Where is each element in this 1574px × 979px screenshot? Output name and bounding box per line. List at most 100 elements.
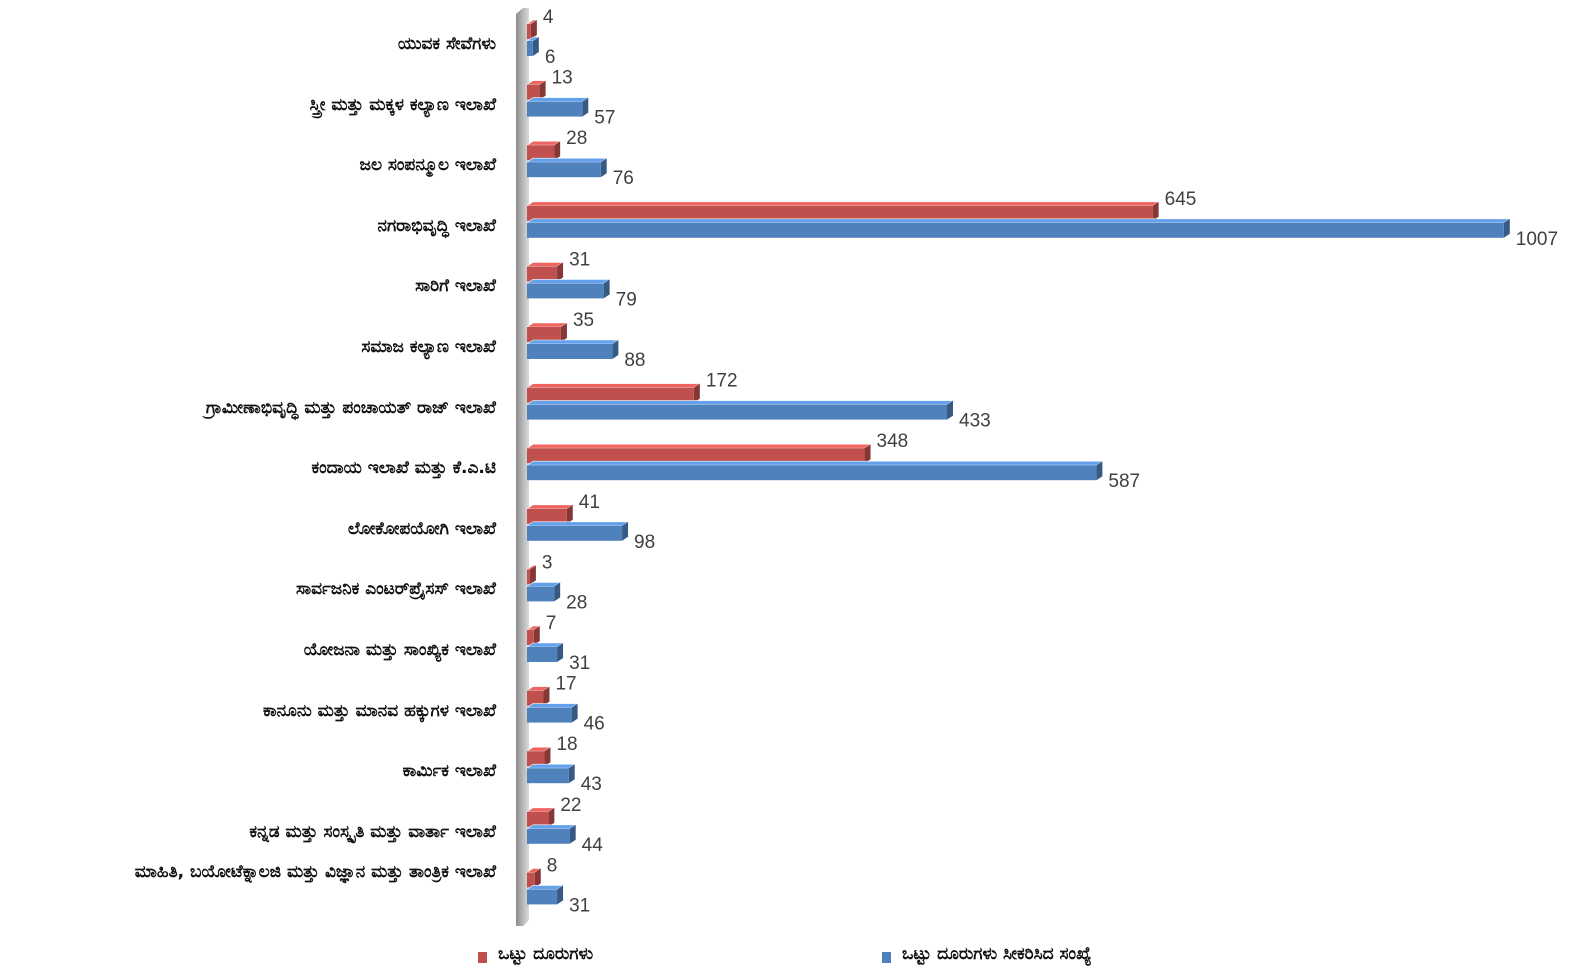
category-label: ಜಲ ಸಂಪನ್ಮೂಲ ಇಲಾಖೆ <box>359 155 496 176</box>
bar-top <box>526 460 1104 466</box>
bar-top <box>526 157 608 163</box>
bar-front <box>527 465 1097 481</box>
bar-side <box>622 521 629 541</box>
bar-top <box>526 279 611 284</box>
bar <box>526 703 579 723</box>
bar <box>526 565 537 585</box>
bar <box>526 36 540 56</box>
bar-front <box>527 24 531 39</box>
bar-front <box>527 84 540 100</box>
value-label: 18 <box>556 734 577 755</box>
bar <box>526 157 608 178</box>
category-label: ಮಾಹಿತಿ, ಬಯೋಟೆಕ್ನಾಲಜಿ ಮತ್ತು ವಿಜ್ಞಾನ ಮತ್ತು… <box>134 862 496 883</box>
category-label: ಸಾರ್ವಜನಿಕ ಎಂಟರ್‌ಪ್ರೈಸಸ್ ಇಲಾಖೆ <box>296 579 496 600</box>
bar <box>526 322 568 342</box>
bar-side <box>529 565 536 585</box>
bar <box>526 218 1511 238</box>
value-label: 41 <box>579 492 600 513</box>
bar-top <box>526 642 565 648</box>
category-label: ಲೋಕೋಪಯೋಗಿ ಇಲಾಖೆ <box>347 518 496 539</box>
bar-front <box>527 690 544 706</box>
bar <box>526 582 562 602</box>
value-label: 22 <box>560 795 581 816</box>
bar-top <box>526 201 1160 207</box>
value-label: 1007 <box>1516 229 1558 250</box>
bar-side <box>548 807 555 827</box>
bar <box>526 201 1160 221</box>
bar <box>526 504 574 524</box>
bar-side <box>568 764 575 784</box>
bar <box>526 443 872 464</box>
bar <box>526 400 955 420</box>
category-label: ಸಮಾಜ ಕಲ್ಯಾಣ ಇಲಾಖೆ <box>361 337 496 357</box>
bar-front <box>527 327 561 342</box>
bar-top <box>526 521 630 527</box>
bar <box>526 262 565 282</box>
bar-top <box>526 824 577 830</box>
category-label: ಯುವಕ ಸೇವೆಗಳು <box>397 34 496 54</box>
bar <box>526 746 552 767</box>
bar-side <box>566 504 573 524</box>
value-label: 98 <box>634 532 655 553</box>
bar-side <box>557 885 564 905</box>
bar-front <box>527 872 535 888</box>
bar <box>526 383 701 403</box>
value-label: 7 <box>546 613 557 634</box>
category-label: ಸ್ತ್ರೀ ಮತ್ತು ಮಕ್ಕಳ ಕಲ್ಯಾಣ ಇಲಾಖೆ <box>309 94 496 115</box>
bar-top <box>526 339 620 345</box>
bar-side <box>543 686 550 706</box>
bar-side <box>600 158 607 178</box>
bar-front <box>527 145 555 161</box>
bar <box>526 824 577 844</box>
bar-front <box>527 630 534 645</box>
bar-side <box>557 262 564 282</box>
value-label: 76 <box>613 168 634 189</box>
value-label: 28 <box>566 128 587 149</box>
value-label: 4 <box>543 7 554 28</box>
bar-front <box>527 404 948 420</box>
bar-front <box>527 283 604 299</box>
bar <box>526 140 562 161</box>
bar-side <box>947 400 954 420</box>
bar-front <box>527 586 555 602</box>
bar-side <box>582 97 589 117</box>
value-label: 17 <box>555 674 576 695</box>
bar <box>526 80 547 100</box>
category-label: ಯೋಜನಾ ಮತ್ತು ಸಾಂಖ್ಯಿಕ ಇಲಾಖೆ <box>303 640 496 660</box>
bar-side <box>560 323 567 342</box>
value-label: 31 <box>569 653 590 674</box>
bar-side <box>554 141 561 161</box>
bar <box>526 642 565 662</box>
bar-side <box>569 824 576 844</box>
bar-top <box>526 400 955 405</box>
bar <box>526 339 620 359</box>
bar-side <box>530 20 537 39</box>
value-label: 57 <box>594 108 615 129</box>
value-label: 44 <box>582 835 604 856</box>
bar-front <box>527 162 601 178</box>
bar-side <box>544 747 551 767</box>
value-label: 28 <box>566 592 587 613</box>
bar-front <box>527 205 1153 221</box>
bar <box>526 763 576 784</box>
value-label: 35 <box>573 310 594 331</box>
bar <box>526 97 590 117</box>
bar-front <box>527 811 549 827</box>
bar-front <box>527 525 623 541</box>
bar <box>526 868 542 888</box>
bar-side <box>539 80 546 100</box>
bar-top <box>526 383 701 388</box>
category-label: ಕಾರ್ಮಿಕ ಇಲಾಖೆ <box>402 761 496 782</box>
bar-front <box>527 768 569 784</box>
bar-side <box>532 37 539 56</box>
category-label: ಕಾನೂನು ಮತ್ತು ಮಾನವ ಹಕ್ಕುಗಳ ಇಲಾಖೆ <box>262 700 496 721</box>
value-label: 43 <box>581 774 602 795</box>
axis-wall <box>516 8 529 926</box>
value-label: 13 <box>552 68 573 89</box>
bar-top <box>526 703 579 708</box>
bar-front <box>527 751 545 767</box>
bar-top <box>526 218 1511 224</box>
category-label: ಕಂದಾಯ ಇಲಾಖೆ ಮತ್ತು ಕೆ.ಎ.ಟಿ <box>311 458 496 479</box>
